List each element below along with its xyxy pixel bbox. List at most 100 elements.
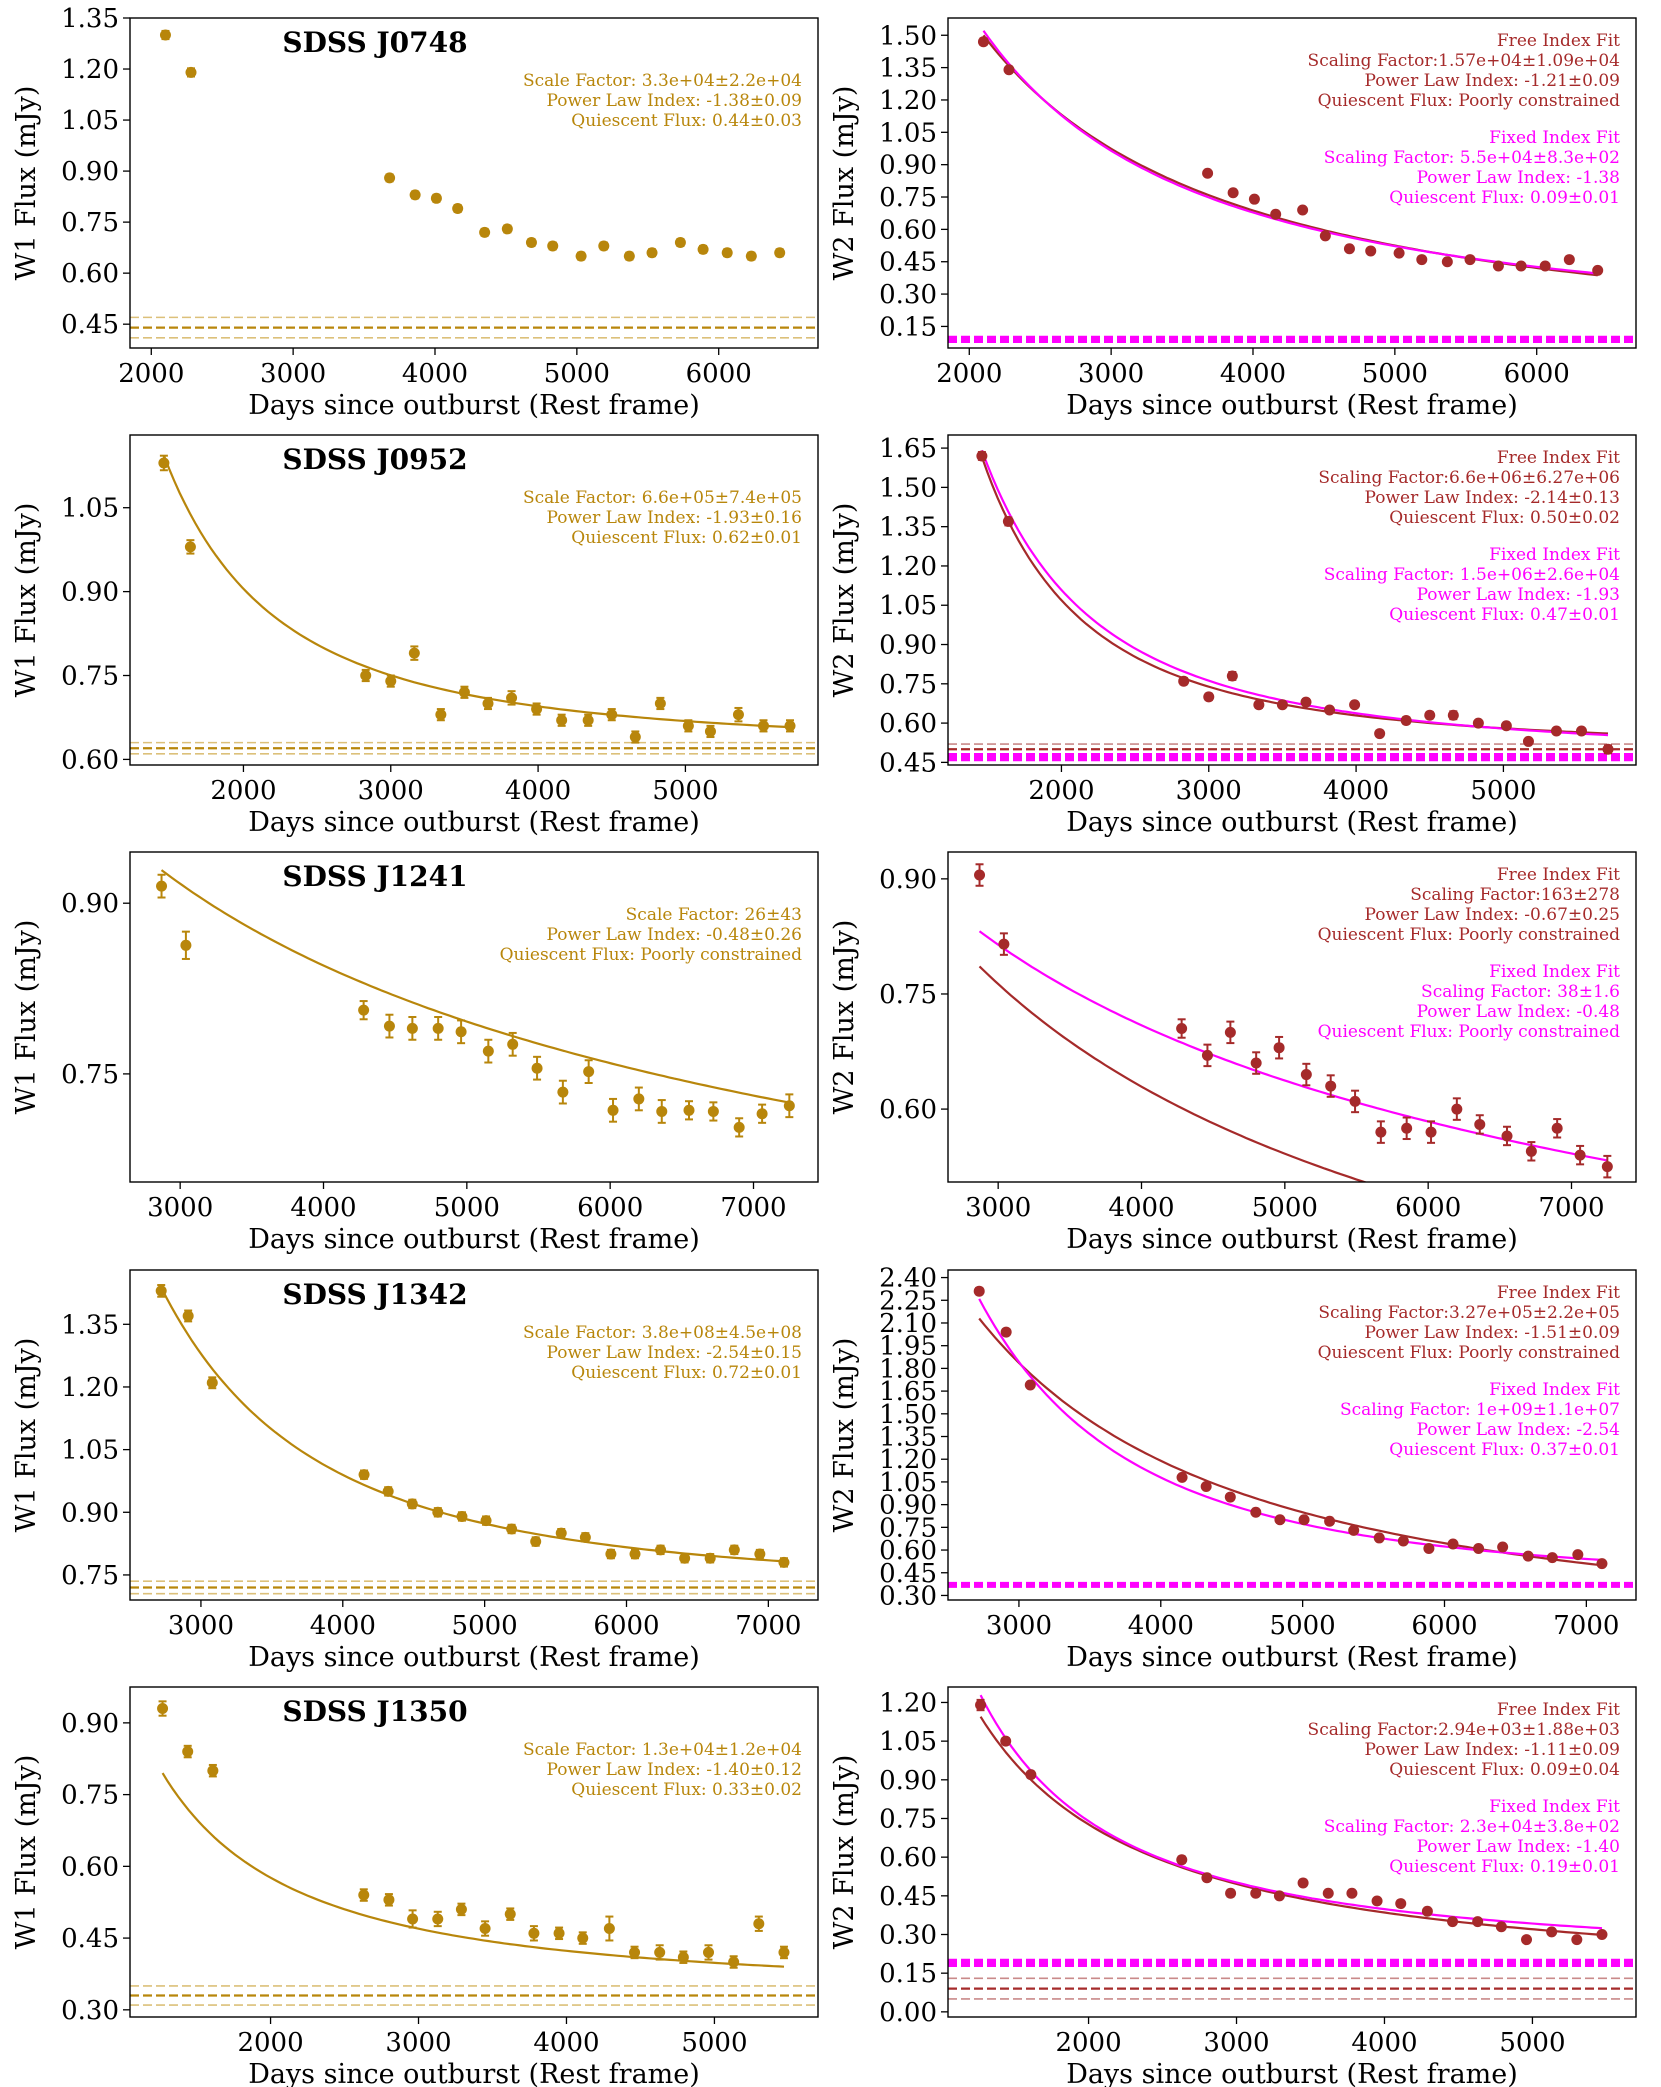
data-point: [607, 1104, 619, 1116]
x-tick-label: 5000: [544, 359, 610, 389]
y-tick-label: 1.20: [879, 552, 937, 582]
data-point: [1250, 1057, 1262, 1069]
data-point: [1464, 254, 1476, 266]
data-point: [456, 1510, 468, 1522]
data-point: [1515, 260, 1527, 272]
annotation-line: Scaling Factor: 2.3e+04±3.8e+02: [1324, 1817, 1620, 1837]
data-point: [1397, 1535, 1409, 1547]
axes-frame: [129, 1686, 819, 2018]
y-tick-label: 0.75: [61, 1561, 119, 1591]
data-point: [159, 29, 171, 41]
data-point: [525, 237, 537, 249]
x-tick-label: 3000: [1176, 776, 1242, 806]
data-point: [553, 1927, 565, 1939]
x-tick-label: 3000: [1203, 2028, 1269, 2058]
x-tick-label: 3000: [1078, 359, 1144, 389]
x-tick-label: 5000: [452, 1611, 518, 1641]
data-point: [1539, 260, 1551, 272]
y-tick-label: 1.20: [879, 1688, 937, 1718]
data-point: [507, 1038, 519, 1050]
x-tick-label: 5000: [1252, 1193, 1318, 1223]
annotation-line: Fixed Index Fit: [1489, 962, 1620, 982]
x-tick-label: 6000: [593, 1611, 659, 1641]
data-point: [677, 1951, 689, 1963]
y-tick-label: 0.60: [61, 745, 119, 775]
data-point: [1349, 699, 1361, 711]
data-point: [409, 189, 421, 201]
annotation-line: Quiescent Flux: Poorly constrained: [1318, 925, 1621, 945]
x-tick-label: 4000: [1351, 2028, 1417, 2058]
y-tick-label: 1.35: [879, 54, 937, 84]
data-point: [452, 203, 464, 215]
annotation-line: Power Law Index: -1.11±0.09: [1364, 1740, 1620, 1760]
data-point: [385, 675, 397, 687]
y-axis-label: W1 Flux (mJy): [11, 86, 42, 281]
axes-frame: [129, 434, 819, 766]
panel-title: SDSS J1241: [282, 860, 467, 893]
data-point: [1000, 1735, 1012, 1747]
annotation-line: Quiescent Flux: 0.09±0.04: [1389, 1760, 1620, 1780]
data-point: [504, 1908, 516, 1920]
data-point: [728, 1544, 740, 1556]
data-point: [455, 1026, 467, 1038]
data-point: [556, 714, 568, 726]
fit-curve-w1: [160, 1287, 785, 1563]
data-point: [455, 1903, 467, 1915]
y-tick-label: 0.45: [879, 1559, 937, 1589]
annotation-line: Fixed Index Fit: [1489, 1797, 1620, 1817]
axes-frame: [129, 17, 819, 349]
fit-curve-w1: [161, 1772, 785, 1968]
y-tick-label: 0.75: [879, 1804, 937, 1834]
data-point: [528, 1927, 540, 1939]
y-tick-label: 1.95: [879, 1332, 937, 1362]
data-point: [973, 1285, 985, 1297]
panel-j0748-w2: 2000 3000 4000 5000 6000 0.150.300.450.600.75…: [829, 17, 1637, 421]
data-point: [383, 1020, 395, 1032]
annotation-line: Scaling Factor:163±278: [1410, 885, 1620, 905]
data-point: [784, 720, 796, 732]
data-point: [606, 709, 618, 721]
annotation-line: Quiescent Flux: 0.72±0.01: [571, 1363, 802, 1383]
data-point: [1298, 1514, 1310, 1526]
axes-frame: [947, 1686, 1637, 2018]
panel-j1241-w1: 3000 4000 5000 6000 7000 0.75 0.90 Days since o…: [11, 851, 819, 1255]
data-point: [1425, 1126, 1437, 1138]
x-axis-label: Days since outburst (Rest frame): [248, 1642, 700, 1673]
data-point: [1423, 1543, 1435, 1555]
data-point: [1248, 193, 1260, 205]
data-point: [974, 869, 986, 881]
annotation-line: Quiescent Flux: 0.62±0.01: [571, 528, 802, 548]
y-tick-label: 1.05: [61, 106, 119, 136]
data-point: [1563, 254, 1575, 266]
y-tick-label: 0.90: [61, 578, 119, 608]
annotation-line: Scaling Factor:2.94e+03±1.88e+03: [1308, 1720, 1620, 1740]
annotation-line: Power Law Index: -1.51±0.09: [1364, 1323, 1620, 1343]
annotation-line: Power Law Index: -2.54±0.15: [546, 1343, 802, 1363]
y-tick-label: 0.90: [61, 889, 119, 919]
x-tick-label: 4000: [505, 776, 571, 806]
data-point: [655, 1544, 667, 1556]
data-point: [577, 1932, 589, 1944]
y-tick-label: 0.90: [61, 1498, 119, 1528]
panel-j1342-w2: 3000 4000 5000 6000 7000 0.300.450.600.750.90…: [829, 1264, 1637, 1673]
x-tick-label: 3000: [965, 1193, 1031, 1223]
data-point: [998, 938, 1010, 950]
data-point: [1250, 1506, 1262, 1518]
x-tick-label: 3000: [358, 776, 424, 806]
annotation-line: Scale Factor: 6.6e+05±7.4e+05: [523, 488, 802, 508]
annotation-line: Quiescent Flux: 0.37±0.01: [1389, 1440, 1620, 1460]
y-tick-label: 0.30: [61, 1996, 119, 2026]
y-tick-label: 0.90: [879, 1491, 937, 1521]
data-point: [1497, 1541, 1509, 1553]
x-tick-label: 6000: [1395, 1193, 1461, 1223]
data-point: [506, 1523, 518, 1535]
data-point: [1202, 167, 1214, 179]
data-point: [531, 1062, 543, 1074]
data-point: [733, 1121, 745, 1133]
data-point: [482, 1045, 494, 1057]
data-point: [1176, 1471, 1188, 1483]
panel-j0952-w2: 2000 3000 4000 5000 0.45 0.60 0.75 0.90 1.05 1.20…: [829, 434, 1637, 838]
annotation-line: Quiescent Flux: 0.50±0.02: [1389, 508, 1620, 528]
y-tick-label: 0.75: [879, 1513, 937, 1543]
y-tick-label: 0.90: [61, 157, 119, 187]
